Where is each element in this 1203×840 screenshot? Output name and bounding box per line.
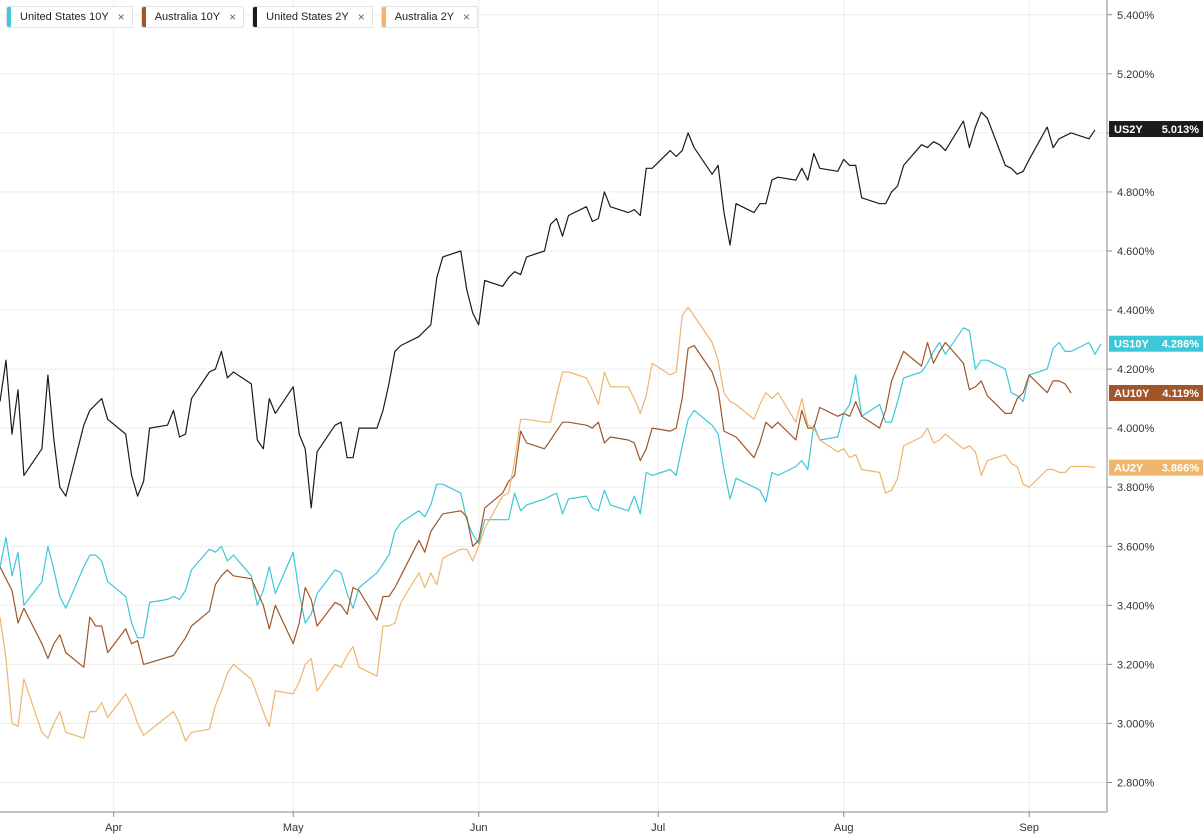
y-tick-label: 5.200%: [1117, 69, 1155, 81]
x-tick-label: Aug: [834, 822, 854, 834]
legend-item-us2y[interactable]: United States 2Y ×: [252, 6, 373, 28]
y-tick-label: 4.400%: [1117, 305, 1155, 317]
last-value-tag-value: 4.119%: [1162, 388, 1199, 400]
legend-label-us10y: United States 10Y: [20, 11, 109, 23]
legend-swatch-us2y: [253, 7, 258, 27]
close-icon[interactable]: ×: [357, 10, 365, 24]
legend-label-us2y: United States 2Y: [266, 11, 349, 23]
y-tick-label: 5.400%: [1117, 10, 1155, 22]
series-line-au10y: [0, 341, 1072, 668]
y-tick-label: 3.000%: [1117, 718, 1155, 730]
series-line-au2y: [0, 306, 1096, 742]
close-icon[interactable]: ×: [463, 10, 471, 24]
last-value-tags: US2Y 5.013% US10Y 4.286% AU10Y 4.119% AU2Y 3.86…: [1109, 121, 1203, 476]
y-tick-label: 4.600%: [1117, 246, 1155, 258]
y-tick-label: 4.000%: [1117, 423, 1155, 435]
x-tick-label: Jul: [651, 822, 665, 834]
close-icon[interactable]: ×: [117, 10, 125, 24]
x-tick-label: May: [283, 822, 304, 834]
y-tick-label: 3.800%: [1117, 482, 1155, 494]
y-tick-label: 3.600%: [1117, 541, 1155, 553]
last-value-tag-au2y: [1109, 459, 1203, 476]
chart-legend: United States 10Y × Australia 10Y × Unit…: [6, 6, 479, 28]
last-value-tag-us2y: [1109, 121, 1203, 138]
legend-item-au10y[interactable]: Australia 10Y ×: [140, 6, 245, 28]
chart-axes: 2.800% 3.000% 3.200% 3.400% 3.600% 3.800% 4.00…: [0, 0, 1155, 834]
chart-grid: [0, 0, 1107, 812]
chart-series: [0, 111, 1102, 742]
legend-label-au2y: Australia 2Y: [394, 11, 455, 23]
y-tick-label: 2.800%: [1117, 777, 1155, 789]
y-tick-label: 3.200%: [1117, 659, 1155, 671]
x-tick-label: Apr: [105, 822, 122, 834]
y-tick-label: 4.800%: [1117, 187, 1155, 199]
x-tick-label: Jun: [470, 822, 488, 834]
close-icon[interactable]: ×: [229, 10, 237, 24]
last-value-tag-name: US2Y: [1114, 124, 1143, 136]
legend-swatch-us10y: [7, 7, 11, 27]
last-value-tag-us10y: [1109, 335, 1203, 352]
y-tick-label: 3.400%: [1117, 600, 1155, 612]
last-value-tag-name: US10Y: [1114, 339, 1150, 351]
legend-item-au2y[interactable]: Australia 2Y ×: [380, 6, 479, 28]
last-value-tag-value: 5.013%: [1162, 124, 1200, 136]
legend-item-us10y[interactable]: United States 10Y ×: [6, 6, 133, 28]
last-value-tag-name: AU2Y: [1114, 463, 1144, 475]
last-value-tag-au10y: [1109, 385, 1203, 402]
legend-label-au10y: Australia 10Y: [154, 11, 221, 23]
last-value-tag-value: 4.286%: [1162, 339, 1200, 351]
series-line-us2y: [0, 111, 1096, 509]
last-value-tag-name: AU10Y: [1114, 388, 1150, 400]
y-tick-label: 4.200%: [1117, 364, 1155, 376]
legend-swatch-au2y: [381, 7, 386, 27]
legend-swatch-au10y: [141, 7, 146, 27]
last-value-tag-value: 3.866%: [1162, 463, 1200, 475]
x-tick-label: Sep: [1019, 822, 1039, 834]
series-line-us10y: [0, 327, 1102, 639]
